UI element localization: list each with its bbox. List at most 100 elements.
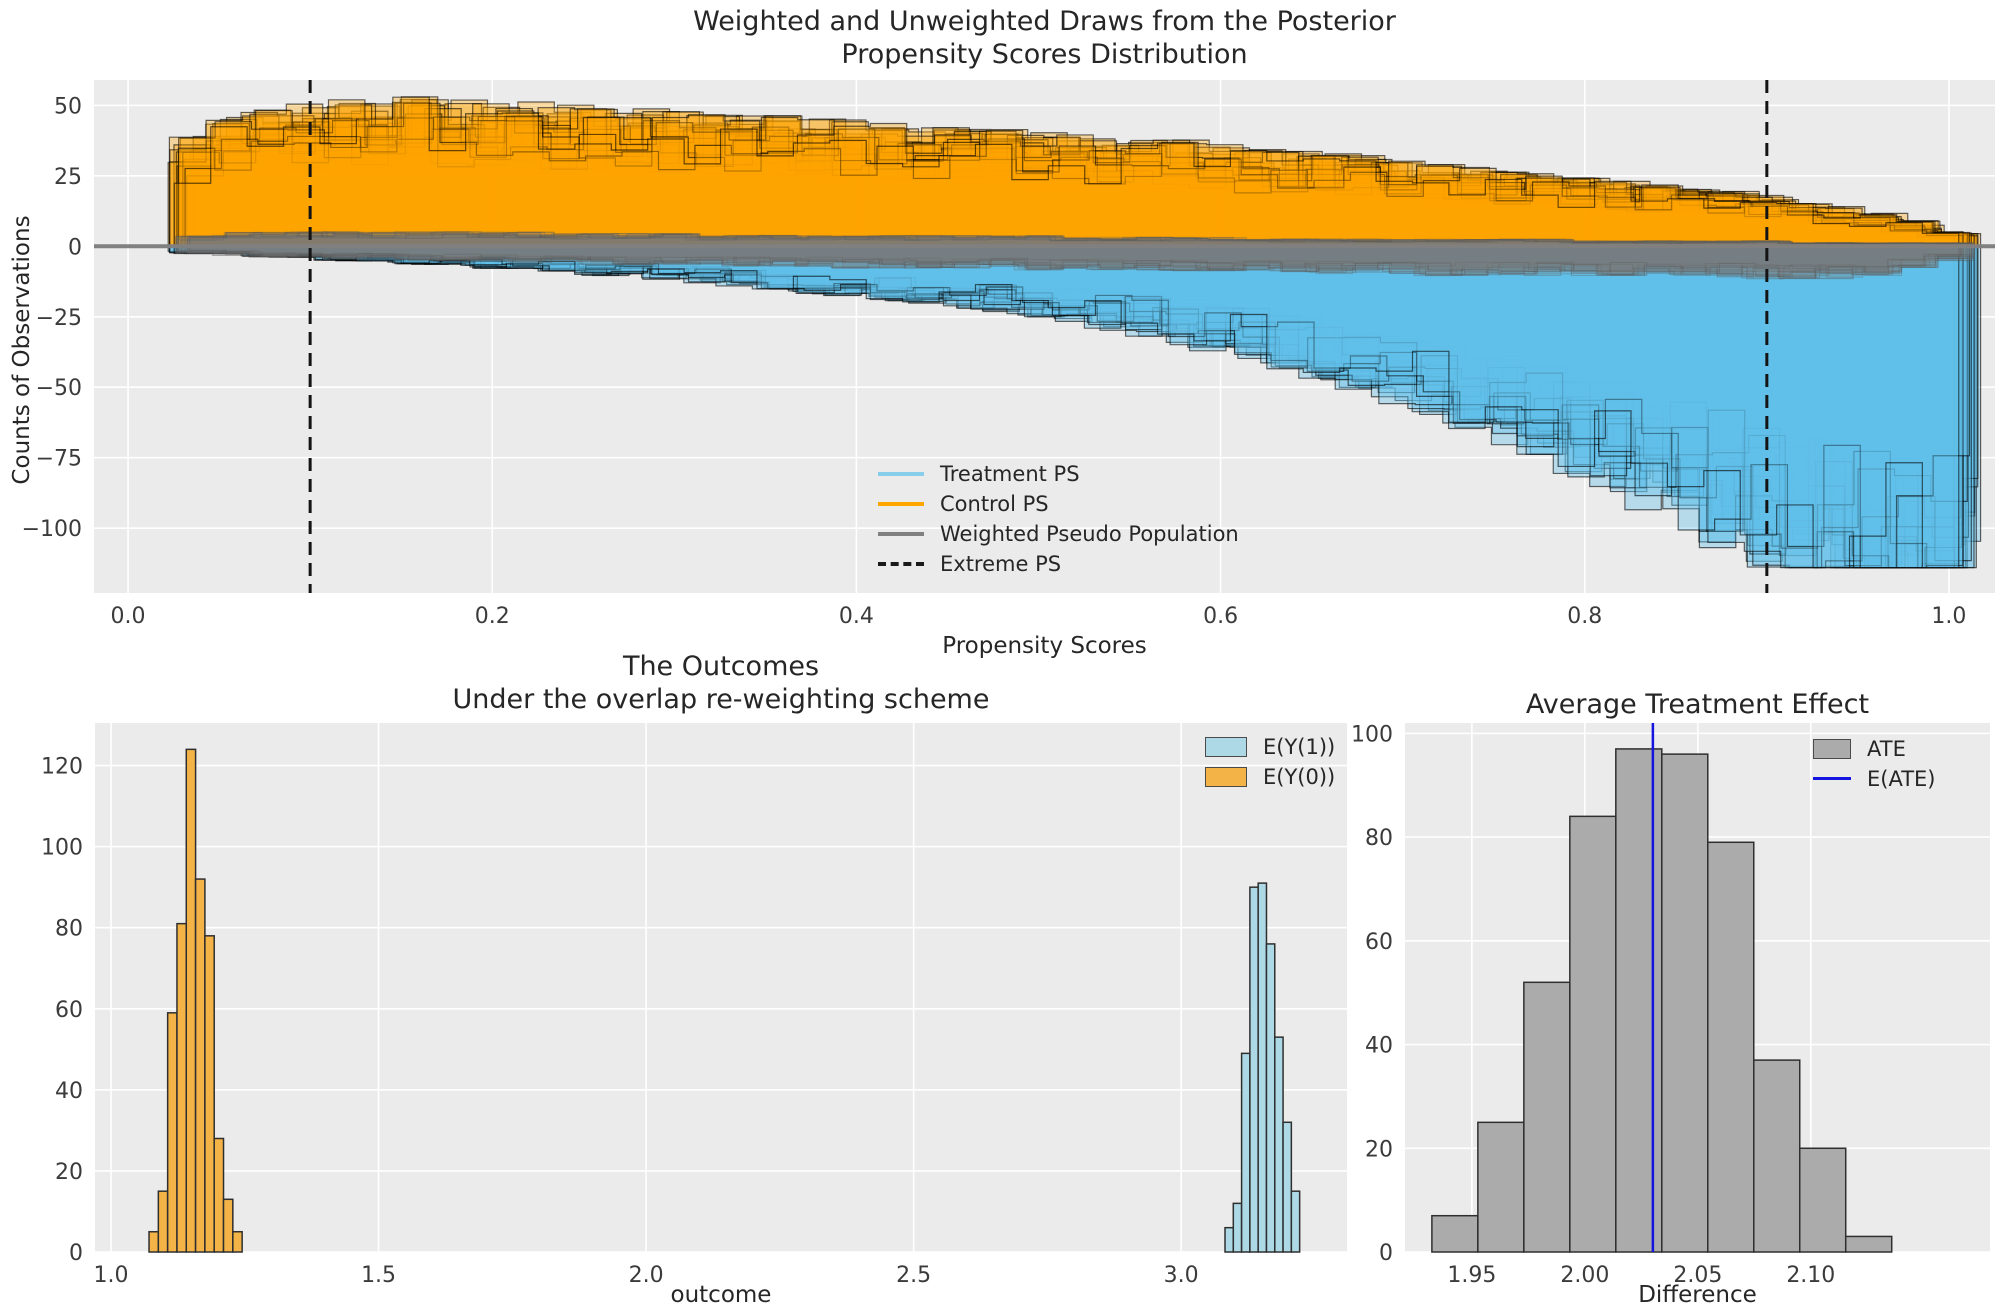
histogram-bar (1290, 1190, 1301, 1253)
y-tick-label: 80 (1365, 826, 1393, 851)
histogram-bar (1477, 1121, 1525, 1253)
legend-label: Treatment PS (940, 461, 1080, 486)
weighted-pseudo-population-draw (176, 232, 1962, 247)
top-chart-xlabel: Propensity Scores (942, 633, 1147, 659)
weighted-pseudo-population-draw (175, 231, 1962, 247)
x-tick-label: 1.0 (94, 1263, 129, 1288)
histogram-bar (1753, 1059, 1801, 1253)
histogram-bar (222, 1198, 234, 1253)
histogram-bar (148, 1230, 160, 1253)
y-tick-label: 0 (68, 235, 82, 260)
control-ps-draw (182, 96, 1968, 247)
legend-label: Control PS (940, 491, 1049, 516)
y-tick-label: 60 (55, 998, 83, 1023)
legend-label: E(Y(1)) (1263, 734, 1336, 759)
ate-legend: ATE E(ATE) (1813, 737, 1936, 791)
weighted-pseudo-population-draw (177, 245, 1964, 280)
weighted-pseudo-population-draw (177, 231, 1964, 247)
x-tick-label: 0.6 (1203, 604, 1238, 629)
weighted-pseudo-population-draw (175, 231, 1961, 247)
weighted-pseudo-population-draw (186, 233, 1973, 247)
extreme-ps-dashed-swatch (878, 561, 924, 566)
weighted-pseudo-population-draw (189, 245, 1975, 276)
histogram-bar (204, 935, 215, 1253)
weighted-pseudo-population-draw (176, 231, 1962, 247)
y-tick-label: −75 (36, 447, 82, 472)
weighted-pseudo-population-draw (189, 231, 1976, 247)
legend-item-treatment-ps: Treatment PS (878, 461, 1239, 486)
histogram-bar (1661, 753, 1709, 1253)
y-tick-label: 20 (1365, 1137, 1393, 1162)
weighted-pseudo-population-draw (180, 245, 1966, 280)
x-tick-label: 2.00 (1560, 1263, 1609, 1288)
legend-label: E(ATE) (1867, 766, 1936, 791)
weighted-pseudo-population-draw (181, 245, 1967, 278)
treatment-ps-draw (173, 245, 1960, 569)
outcomes-title-line2: Under the overlap re-weighting scheme (452, 684, 990, 715)
y-tick-label: 0 (69, 1241, 83, 1266)
posterior-draws-panel: 0.0 0.2 0.4 0.6 0.8 1.0 50 25 0 −25 −50 −75 −100 (22, 80, 1995, 629)
histogram-bar (194, 878, 206, 1253)
histogram-bar (1431, 1214, 1479, 1253)
x-tick-label: 2.05 (1673, 1263, 1722, 1288)
control-ps-line-swatch (878, 501, 924, 506)
histogram-bar (1569, 815, 1617, 1253)
histogram-bar (1249, 886, 1259, 1253)
y-tick-label: 120 (41, 755, 83, 780)
x-tick-label: 1.5 (361, 1263, 396, 1288)
weighted-pseudo-population-draw (180, 231, 1966, 247)
control-ps-draw (177, 116, 1964, 247)
histogram-bar (1224, 1226, 1235, 1253)
control-ps-draw (178, 114, 1964, 247)
weighted-pseudo-population-draw (175, 245, 1961, 277)
ate-xlabel: Difference (1638, 1282, 1757, 1308)
histogram-bar (157, 1190, 169, 1253)
ate-panel: 1.95 2.00 2.05 2.10 0 20 40 60 80 100 (1351, 722, 1990, 1288)
weighted-pseudo-population-draw (176, 245, 1962, 279)
ey1-patch-swatch (1205, 736, 1247, 757)
x-tick-label: 3.0 (1164, 1263, 1199, 1288)
weighted-pseudo-population-draw (186, 232, 1973, 247)
weighted-pseudo-population-draw (187, 245, 1973, 275)
weighted-pseudo-population-draw (186, 245, 1973, 276)
weighted-pseudo-population-draw (189, 231, 1975, 247)
ate-patch-swatch (1813, 738, 1851, 759)
eate-line-swatch (1813, 777, 1851, 780)
y-tick-label: 100 (1351, 722, 1393, 747)
outcomes-chart-title: The Outcomes Under the overlap re-weight… (95, 650, 1347, 716)
weighted-pseudo-population-draw (187, 231, 1973, 247)
weighted-pseudo-population-draw (176, 245, 1962, 280)
histogram-bar (1707, 841, 1755, 1253)
x-tick-label: 0.8 (1567, 604, 1602, 629)
weighted-pseudo-population-draw (187, 245, 1973, 277)
histogram-bar (1265, 943, 1276, 1253)
top-chart-title: Weighted and Unweighted Draws from the P… (94, 5, 1995, 71)
x-tick-label: 0.2 (475, 604, 510, 629)
x-tick-label: 2.0 (629, 1263, 664, 1288)
histogram-bar (1232, 1202, 1243, 1253)
control-ps-draw (186, 113, 1972, 247)
y-tick-label: 0 (1379, 1241, 1393, 1266)
histogram-bar (1240, 1052, 1251, 1253)
control-ps-draw (169, 108, 1955, 247)
y-tick-label: 50 (54, 94, 82, 119)
x-tick-label: 1.95 (1447, 1263, 1496, 1288)
ey0-patch-swatch (1205, 766, 1247, 787)
ate-chart-title: Average Treatment Effect (1405, 688, 1990, 721)
treatment-ps-draw (184, 245, 1971, 569)
weighted-pseudo-population-draw (187, 232, 1973, 247)
panel-background (95, 723, 1347, 1252)
control-ps-draw (188, 104, 1975, 247)
weighted-pseudo-population-draw (189, 245, 1976, 278)
x-tick-label: 1.0 (1931, 604, 1966, 629)
y-tick-label: 25 (54, 165, 82, 190)
y-tick-label: −100 (22, 517, 82, 542)
top-chart-title-line1: Weighted and Unweighted Draws from the P… (693, 6, 1396, 37)
histogram-bar (1844, 1235, 1893, 1253)
top-chart-ylabel: Counts of Observations (9, 215, 35, 485)
histogram-bar (1615, 748, 1663, 1253)
legend-item-weighted-pseudo-population: Weighted Pseudo Population (878, 522, 1239, 546)
weighted-pseudo-population-draw (188, 231, 1974, 247)
top-chart-legend: Treatment PS Control PS Weighted Pseudo … (878, 461, 1239, 576)
